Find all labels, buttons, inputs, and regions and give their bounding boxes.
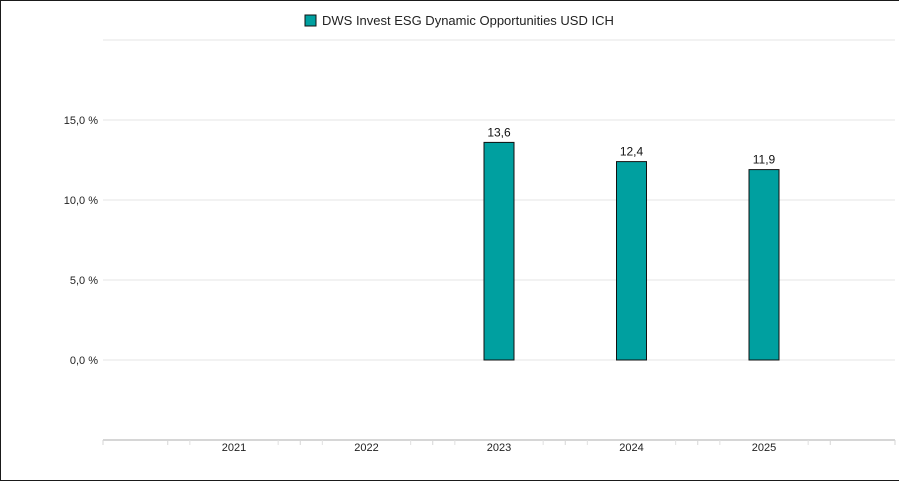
bar-2025 [748,169,780,361]
bar-2024 [616,161,647,361]
legend-label: DWS Invest ESG Dynamic Opportunities USD… [322,13,614,28]
data-label-2024: 12,4 [620,145,644,159]
data-labels: 13,6 12,4 11,9 [487,125,775,166]
x-tick-label: 2024 [619,442,643,454]
bar-2023 [483,141,515,361]
y-tick-label: 0,0 % [70,355,98,367]
data-label-2023: 13,6 [487,125,511,139]
x-tick-label: 2023 [487,442,511,454]
y-tick-label: 5,0 % [70,275,98,287]
x-axis: 2021 2022 2023 2024 2025 [102,439,896,454]
y-tick-label: 15,0 % [64,115,98,127]
bar-series [483,141,780,361]
x-tick-label: 2022 [354,442,378,454]
x-tick-label: 2025 [752,442,776,454]
legend: DWS Invest ESG Dynamic Opportunities USD… [304,13,614,28]
x-tick-label: 2021 [222,442,246,454]
y-tick-label: 10,0 % [64,195,98,207]
legend-swatch [304,14,317,27]
data-label-2025: 11,9 [753,153,776,167]
